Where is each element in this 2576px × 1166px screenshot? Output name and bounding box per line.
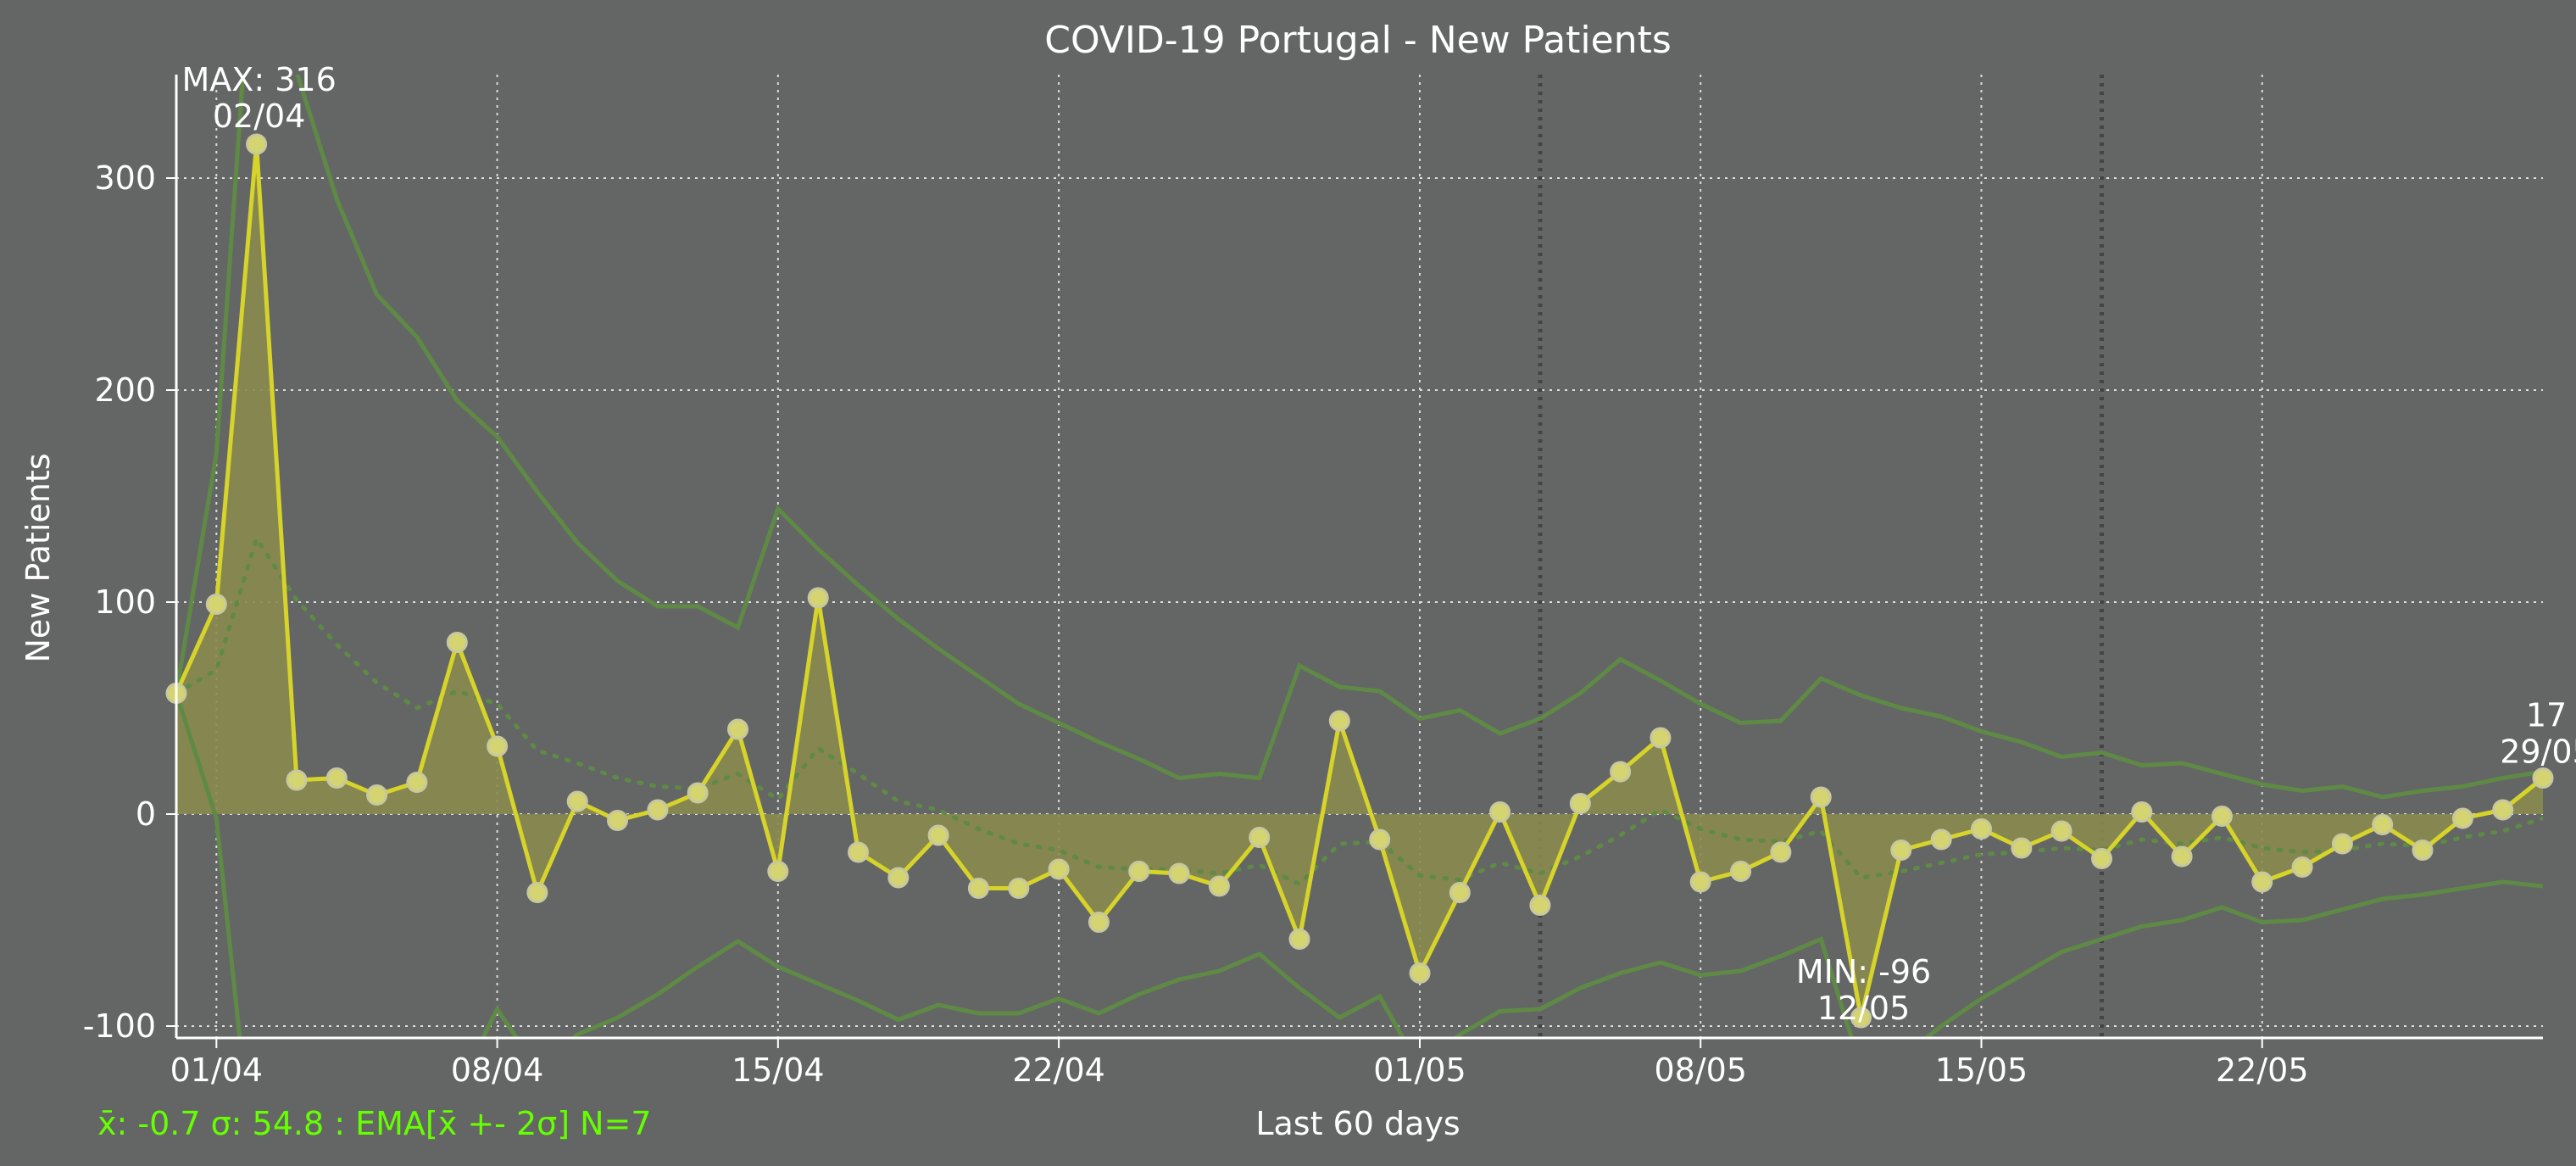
data-point	[1008, 878, 1030, 899]
data-point	[1128, 861, 1150, 882]
data-point	[767, 861, 789, 882]
x-tick-label: 08/05	[1654, 1052, 1747, 1089]
data-point	[2171, 845, 2193, 868]
data-point	[2412, 840, 2434, 861]
x-tick-label: 08/04	[451, 1052, 544, 1089]
x-tick-label: 01/05	[1373, 1052, 1466, 1089]
x-tick-label: 15/05	[1935, 1052, 2028, 1089]
data-point	[1529, 895, 1551, 916]
y-tick-label: 0	[136, 795, 156, 833]
x-axis-label: Last 60 days	[1255, 1105, 1460, 1142]
data-point	[1048, 858, 1070, 880]
data-point	[1850, 1007, 1872, 1029]
data-point	[2372, 814, 2394, 835]
y-tick-label: 100	[94, 583, 156, 621]
data-point	[887, 867, 910, 889]
data-point	[1971, 818, 1992, 840]
data-point	[1689, 871, 1711, 893]
data-point	[1610, 761, 1632, 783]
data-point	[1168, 862, 1190, 884]
data-point	[727, 718, 748, 740]
last-annotation-date: 29/05	[2500, 734, 2576, 771]
data-point	[246, 133, 268, 155]
data-point	[2050, 820, 2072, 842]
min-annotation-label: MIN: -96	[1796, 953, 1931, 990]
min-annotation-date: 12/05	[1817, 990, 1911, 1027]
data-point	[325, 767, 348, 789]
data-point	[566, 790, 588, 812]
data-point	[927, 824, 949, 846]
data-point	[366, 784, 388, 806]
x-tick-label: 22/05	[2216, 1052, 2309, 1089]
y-tick-label: 200	[94, 371, 156, 409]
data-point	[2211, 806, 2233, 827]
data-point	[848, 841, 869, 863]
data-point	[526, 882, 548, 903]
data-point	[687, 782, 709, 804]
data-point	[1569, 793, 1591, 814]
marker-layer	[165, 133, 2554, 1029]
data-point	[487, 735, 509, 757]
data-point	[2251, 871, 2273, 893]
data-point	[1208, 875, 1230, 897]
x-tick-label: 01/04	[170, 1052, 264, 1089]
data-point	[1088, 912, 1110, 933]
data-point	[1369, 828, 1391, 851]
data-point	[286, 769, 308, 791]
ema-upper-band-line	[176, 75, 2543, 800]
data-point	[1810, 786, 1832, 808]
y-axis-label: New Patients	[19, 453, 57, 662]
last-annotation-label: 17	[2526, 697, 2567, 734]
data-point	[1770, 841, 1792, 863]
data-point	[2532, 767, 2554, 789]
data-point	[967, 878, 989, 899]
data-point	[1409, 962, 1431, 984]
data-point	[1328, 710, 1350, 732]
data-point	[2331, 833, 2353, 855]
data-point	[2131, 801, 2153, 823]
data-point	[1449, 882, 1471, 903]
x-tick-label: 22/04	[1012, 1052, 1105, 1089]
data-point	[1288, 929, 1310, 950]
data-point	[1249, 827, 1271, 848]
y-tick-label: -100	[83, 1007, 156, 1045]
data-point	[1930, 828, 1952, 851]
band-layer	[176, 75, 2543, 1038]
data-point	[406, 772, 428, 793]
chart-title: COVID-19 Portugal - New Patients	[1044, 19, 1672, 62]
data-point	[2492, 799, 2514, 821]
data-point	[1890, 840, 1912, 861]
ema-line	[176, 533, 2543, 887]
data-point	[1730, 861, 1752, 882]
data-point	[2451, 807, 2473, 829]
data-point	[607, 810, 628, 831]
max-annotation-label: MAX: 316	[182, 61, 337, 98]
x-tick-label: 15/04	[732, 1052, 825, 1089]
data-point	[1489, 801, 1511, 823]
data-point	[446, 632, 468, 653]
data-point	[2291, 856, 2313, 878]
data-point	[205, 594, 227, 615]
axis-layer: -100 0 100 200 300 01/04 08/04 15/04 22/04 01/05 0…	[83, 75, 2543, 1089]
max-annotation-date: 02/04	[213, 98, 306, 135]
data-point	[2011, 837, 2033, 859]
data-point	[1650, 727, 1672, 749]
data-point	[647, 799, 669, 821]
stats-text: x̄: -0.7 σ: 54.8 : EMA[x̄ +- 2σ] N=7	[97, 1105, 652, 1142]
y-tick-label: 300	[94, 159, 156, 197]
data-point	[807, 587, 829, 609]
ema-lower-band-line	[176, 692, 2543, 1038]
data-point	[2091, 848, 2112, 869]
